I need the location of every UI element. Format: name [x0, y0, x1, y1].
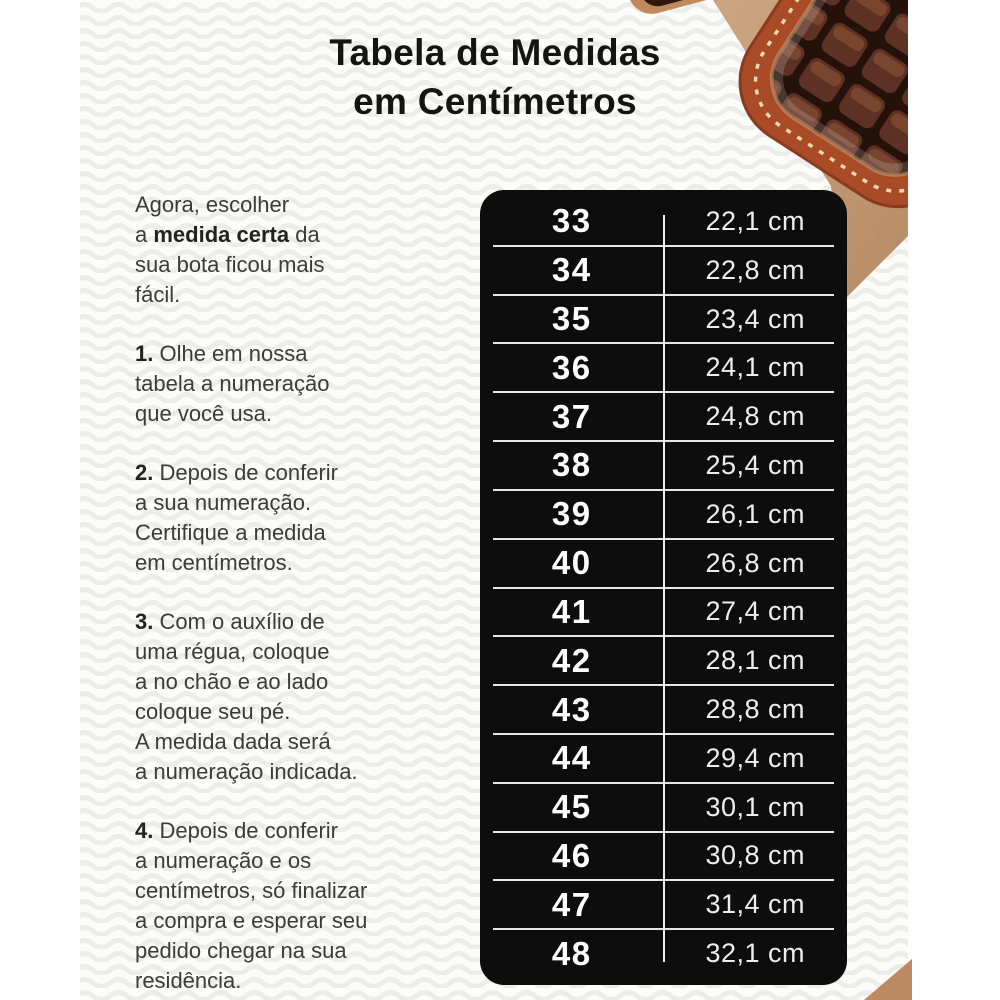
table-row: 48 32,1 cm [480, 929, 847, 978]
length-cell: 25,4 cm [705, 449, 806, 480]
length-cell: 31,4 cm [705, 889, 806, 920]
step-paragraph-1: 1. Olhe em nossa tabela a numeração que … [135, 339, 470, 429]
size-cell: 43 [551, 690, 592, 728]
table-row: 42 28,1 cm [480, 636, 847, 686]
length-cell: 28,8 cm [705, 694, 806, 725]
crocodile-boot-toe [738, 0, 908, 209]
step-text: Com o auxílio de uma régua, coloque a no… [135, 609, 358, 784]
size-cell: 46 [551, 836, 592, 874]
size-cell: 42 [551, 641, 592, 679]
table-row: 39 26,1 cm [480, 490, 847, 540]
step-text: Olhe em nossa tabela a numeração que voc… [135, 341, 330, 426]
length-cell: 24,1 cm [705, 352, 806, 383]
size-cell: 41 [551, 592, 592, 630]
step-text: Depois de conferir a sua numeração. Cert… [135, 460, 339, 575]
size-cell: 36 [551, 348, 592, 386]
length-cell: 29,4 cm [705, 742, 806, 773]
table-row: 40 26,8 cm [480, 539, 847, 589]
length-cell: 22,8 cm [705, 254, 806, 285]
size-cell: 40 [551, 544, 592, 582]
intro-bold-text: medida certa [153, 222, 290, 247]
step-number: 1. [135, 341, 154, 366]
boot-photo [626, 0, 908, 302]
length-cell: 30,1 cm [705, 791, 806, 822]
length-cell: 27,4 cm [705, 596, 806, 627]
step-paragraph-3: 3. Com o auxílio de uma régua, coloque a… [135, 607, 470, 787]
length-cell: 28,1 cm [705, 645, 806, 676]
length-cell: 32,1 cm [705, 938, 806, 969]
size-cell: 45 [551, 788, 592, 826]
step-number: 4. [135, 818, 154, 843]
intro-text: Agora, escolher a [135, 192, 290, 247]
table-row: 35 23,4 cm [480, 295, 847, 345]
length-cell: 26,1 cm [705, 498, 806, 529]
table-row: 38 25,4 cm [480, 441, 847, 491]
step-text: Depois de conferir a numeração e os cent… [135, 818, 368, 993]
size-cell: 37 [551, 397, 592, 435]
size-cell: 48 [551, 934, 592, 972]
length-cell: 26,8 cm [705, 547, 806, 578]
size-table: 33 22,1 cm 34 22,8 cm 35 23,4 cm 36 24,1 cm 37 24… [480, 190, 847, 985]
instructions-section: Agora, escolher a medida certa da sua bo… [135, 190, 470, 1000]
table-row: 41 27,4 cm [480, 588, 847, 638]
table-row: 36 24,1 cm [480, 343, 847, 394]
size-cell: 47 [551, 885, 592, 923]
length-cell: 22,1 cm [705, 205, 806, 236]
length-cell: 24,8 cm [705, 401, 806, 432]
length-cell: 30,8 cm [705, 840, 806, 871]
size-cell: 35 [551, 300, 592, 338]
table-row: 45 30,1 cm [480, 783, 847, 833]
intro-paragraph: Agora, escolher a medida certa da sua bo… [135, 190, 470, 310]
step-number: 2. [135, 460, 154, 485]
page-title: Tabela de Medidas em Centímetros [329, 32, 661, 122]
table-row: 46 30,8 cm [480, 832, 847, 882]
size-cell: 34 [551, 251, 592, 289]
table-column-divider [662, 215, 665, 962]
intro-text-end: da sua bota ficou mais fácil. [135, 222, 325, 307]
size-cell: 44 [551, 739, 592, 777]
table-row: 47 31,4 cm [480, 880, 847, 930]
table-row: 37 24,8 cm [480, 392, 847, 442]
table-row: 44 29,4 cm [480, 734, 847, 784]
table-row: 34 22,8 cm [480, 246, 847, 296]
step-number: 3. [135, 609, 154, 634]
table-row: 33 22,1 cm [480, 197, 847, 247]
step-paragraph-4: 4. Depois de conferir a numeração e os c… [135, 816, 470, 996]
table-row: 43 28,8 cm [480, 685, 847, 735]
size-cell: 38 [551, 446, 592, 484]
step-paragraph-2: 2. Depois de conferir a sua numeração. C… [135, 458, 470, 578]
size-cell: 39 [551, 495, 592, 533]
length-cell: 23,4 cm [705, 303, 806, 334]
size-cell: 33 [551, 202, 592, 240]
